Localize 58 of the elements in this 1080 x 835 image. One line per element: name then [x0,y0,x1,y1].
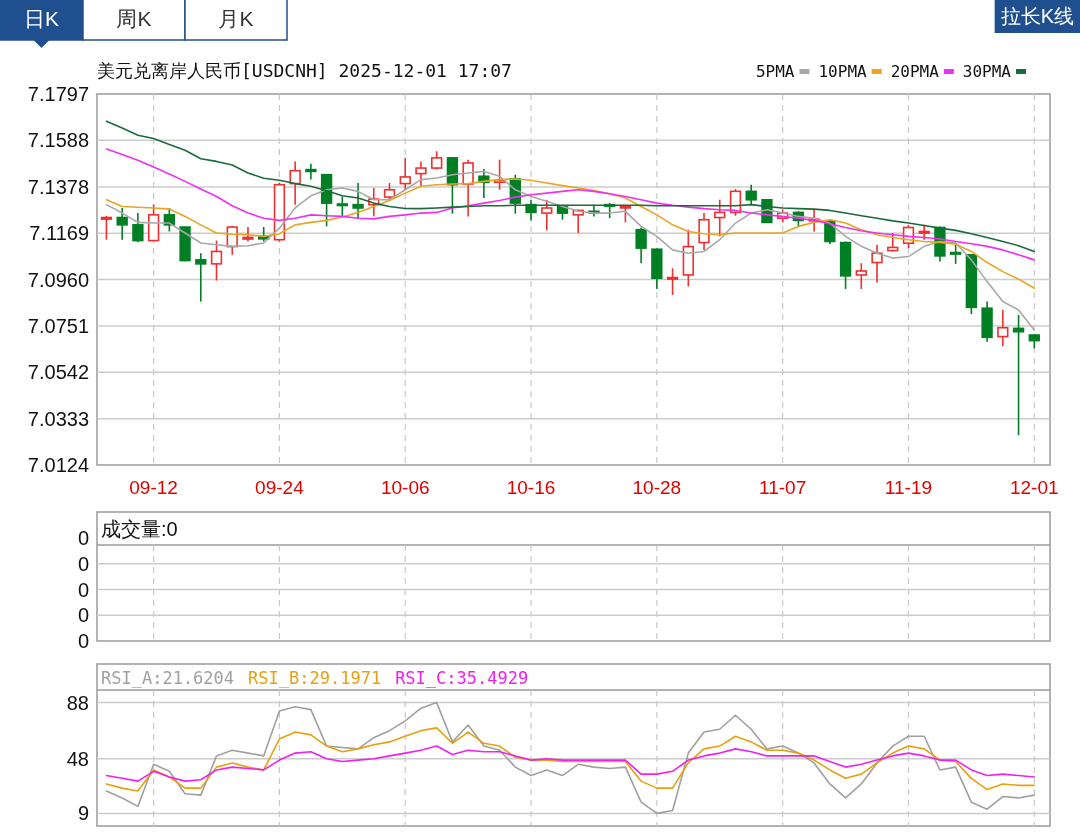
candlestick [289,160,301,206]
text: RSI_B:29.1971 [248,668,382,688]
y-tick-label: 7.1797 [27,83,89,105]
candlestick [399,157,411,191]
text: 0 [77,630,89,652]
candlestick [541,198,553,232]
tabs: 日K 周K 月K 拉长K线 [0,0,1080,48]
y-tick-label: 9 [77,802,89,825]
candlestick [1012,314,1025,437]
candlestick [997,309,1009,347]
candlestick [431,150,443,171]
x-tick-label: 10-06 [380,477,430,498]
x-tick-label: 09-12 [129,477,178,498]
text: 0 [77,552,89,575]
text: 成交量:0 [101,518,178,540]
y-tick-label: 7.1378 [27,175,89,198]
y-tick-label: 7.0960 [27,268,89,291]
candlestick [116,207,128,241]
text: 0 [77,578,89,601]
candlestick [100,214,113,241]
candlestick [698,212,710,251]
legend-label: 10PMA [818,62,868,81]
legend-label: 5PMA [755,62,795,81]
candlestick [132,212,144,243]
text: 0 [77,527,89,549]
candlestick [949,243,962,265]
candlestick [415,160,427,188]
y-tick-label: 7.0542 [27,361,89,384]
chart-title: 美元兑离岸人民币[USDCNH] 2025-12-01 17:07 [97,60,512,81]
y-tick-label: 88 [66,691,89,714]
text: 0 [77,604,89,627]
y-tick-label: 7.0751 [27,314,89,337]
y-tick-label: 7.1169 [29,222,89,245]
y-tick-label: 48 [66,747,89,770]
legend-label: 20PMA [890,62,940,81]
candlestick [352,182,364,220]
x-tick-label: 11-19 [884,477,933,498]
candlestick [305,162,317,181]
x-tick-label: 10-16 [506,477,556,498]
x-tick-label: 11-07 [759,477,807,498]
candlestick [336,195,348,218]
candlestick [195,252,207,303]
candlestick [855,262,867,290]
legend-label: 30PMA [962,62,1012,81]
y-tick-label: 7.0124 [27,454,89,476]
x-tick-label: 09-24 [255,477,305,498]
text: RSI_C:35.4929 [395,668,529,688]
candlestick [210,239,223,282]
candlestick [745,183,757,206]
x-tick-label: 12-01 [1009,477,1059,498]
candlestick [525,198,537,222]
y-tick-label: 7.0333 [27,407,89,430]
y-tick-label: 7.1588 [27,129,89,152]
candlestick [666,267,679,296]
candlestick [871,243,883,284]
x-tick-label: 10-28 [632,477,682,498]
text: RSI_A:21.6204 [101,668,235,688]
candlestick [635,226,647,264]
